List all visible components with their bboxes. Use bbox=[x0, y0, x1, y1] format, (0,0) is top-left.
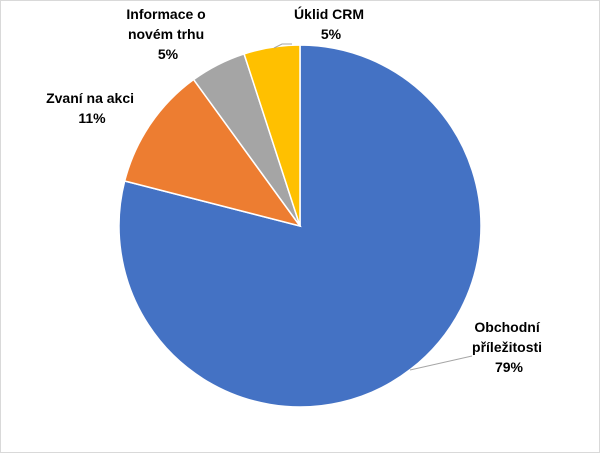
slice-label-informace: Informace o novém trhu 5% bbox=[126, 6, 209, 62]
leader-lines bbox=[273, 43, 473, 371]
leader-line-uklid bbox=[273, 43, 292, 49]
slice-zvani-na-akci bbox=[123, 78, 302, 228]
slice-label-zvani: Zvaní na akci 11% bbox=[46, 90, 138, 126]
slice-label-obchodni: Obchodní příležitosti 79% bbox=[472, 319, 546, 375]
slice-obchodni-prilezitosti bbox=[118, 44, 482, 408]
slice-uklid-crm bbox=[243, 44, 301, 227]
leader-line-obchodni bbox=[409, 355, 473, 371]
slice-label-uklid: Úklid CRM 5% bbox=[294, 5, 368, 42]
pie-slices bbox=[118, 44, 482, 408]
